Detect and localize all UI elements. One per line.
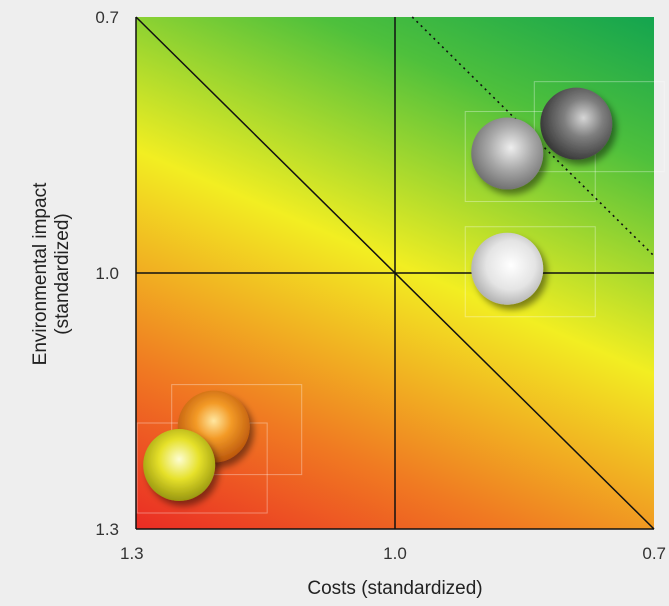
y-tick-label-2: 1.3 <box>95 520 119 539</box>
x-tick-labels: 1.3 1.0 0.7 <box>120 544 666 563</box>
data-points <box>143 87 613 501</box>
point-frame-gray <box>464 111 596 203</box>
point-frame-orange <box>171 384 303 476</box>
reference-line-diagonal-2 <box>135 16 655 530</box>
x-tick-label-0: 1.3 <box>120 544 144 563</box>
y-axis-title-line-2: (standardized) <box>52 213 73 334</box>
data-point-dark-gray <box>540 87 613 160</box>
point-frame-white <box>464 226 596 318</box>
y-axis-title-line-1: Environmental impact <box>30 182 51 365</box>
data-point-yellow <box>143 429 216 501</box>
y-tick-label-0: 0.7 <box>95 8 119 27</box>
y-axis-title: Environmental impact (standardized) <box>30 182 73 365</box>
data-point-white <box>471 232 544 305</box>
y-tick-labels: 0.7 1.0 1.3 <box>95 8 119 539</box>
y-tick-label-1: 1.0 <box>95 264 119 283</box>
point-frame-dark-gray <box>533 81 665 173</box>
x-axis-title: Costs (standardized) <box>307 578 482 599</box>
x-tick-label-2: 0.7 <box>642 544 666 563</box>
x-tick-label-1: 1.0 <box>383 544 407 563</box>
point-highlight-frames <box>136 81 665 514</box>
data-point-gray <box>471 117 544 190</box>
